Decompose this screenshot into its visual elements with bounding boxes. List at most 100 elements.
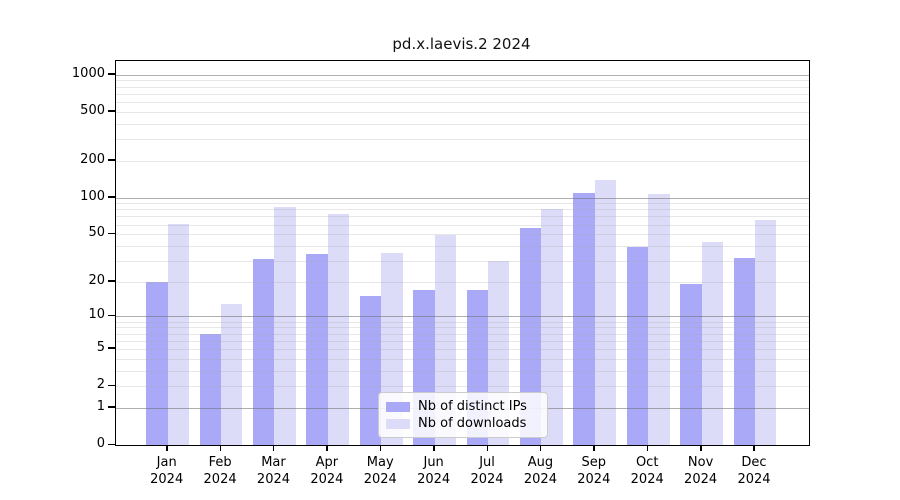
x-tick-year: 2024 [310, 472, 344, 487]
x-tick-mark-apr [326, 445, 328, 451]
x-tick-month: Feb [208, 455, 232, 470]
x-tick-mark-oct [646, 445, 649, 451]
x-tick-year: 2024 [577, 472, 611, 487]
x-tick-label-sep: Sep 2024 [562, 454, 626, 488]
y-tick-label-50: 50 [88, 225, 105, 241]
bar-ips-nov [680, 284, 702, 445]
y-tick-label-2: 2 [96, 377, 105, 393]
x-tick-year: 2024 [684, 472, 718, 487]
x-tick-mark-feb [219, 445, 222, 451]
x-tick-mark-nov [700, 445, 702, 451]
x-tick-label-oct: Oct 2024 [615, 454, 679, 488]
legend-swatch-downloads [386, 418, 410, 429]
y-tick-label-100: 100 [80, 188, 105, 204]
x-tick-month: May [366, 455, 394, 470]
y-tick-mark-5 [108, 347, 115, 349]
y-tick-label-0: 0 [96, 436, 105, 451]
y-tick-mark-500 [108, 110, 115, 112]
y-tick-label-20: 20 [88, 272, 105, 288]
x-tick-month: Dec [741, 455, 767, 470]
y-tick-label-10: 10 [88, 307, 105, 323]
y-tick-mark-0 [108, 443, 115, 445]
bar-ips-may [359, 296, 382, 445]
x-tick-label-jul: Jul 2024 [455, 454, 519, 488]
bars-layer [116, 61, 809, 445]
bar-ips-apr [306, 254, 328, 445]
y-tick-mark-1000 [108, 73, 115, 75]
legend-swatch-distinct-ips [386, 401, 410, 412]
bar-ips-dec [733, 257, 755, 445]
x-tick-year: 2024 [256, 472, 291, 487]
x-tick-year: 2024 [363, 472, 397, 487]
x-tick-label-mar: Mar 2024 [241, 454, 305, 488]
x-tick-mark-mar [272, 445, 275, 451]
x-tick-year: 2024 [417, 472, 451, 487]
bar-downloads-nov [701, 242, 723, 445]
bar-downloads-dec [754, 220, 777, 445]
x-tick-year: 2024 [737, 472, 771, 487]
y-tick-mark-20 [108, 280, 115, 282]
bar-downloads-feb [221, 303, 243, 445]
x-tick-month: Jun [423, 455, 444, 470]
bar-ips-mar [253, 259, 275, 445]
x-tick-month: Jan [156, 455, 177, 470]
bar-ips-feb [199, 333, 222, 445]
x-tick-year: 2024 [203, 472, 237, 487]
y-tick-mark-10 [108, 314, 115, 317]
y-tick-label-5: 5 [96, 339, 105, 355]
y-tick-label-1000: 1000 [71, 65, 105, 81]
x-tick-mark-dec [753, 445, 755, 451]
y-tick-label-1: 1 [96, 398, 105, 414]
x-tick-year: 2024 [523, 472, 557, 487]
bar-downloads-aug [541, 209, 563, 445]
x-tick-year: 2024 [150, 472, 184, 487]
bar-ips-aug [520, 228, 542, 445]
y-tick-mark-100 [108, 196, 115, 198]
y-tick-mark-200 [108, 159, 115, 161]
x-tick-label-feb: Feb 2024 [188, 454, 252, 488]
x-tick-month: Oct [635, 455, 659, 470]
x-tick-mark-sep [593, 445, 595, 451]
x-tick-year: 2024 [630, 472, 664, 487]
legend-label-distinct-ips: Nb of distinct IPs [418, 399, 527, 414]
bar-downloads-mar [274, 207, 296, 445]
bar-downloads-oct [648, 193, 670, 445]
x-tick-year: 2024 [470, 472, 504, 487]
bar-downloads-sep [594, 179, 617, 445]
x-tick-month: Nov [687, 455, 714, 470]
x-tick-label-jan: Jan 2024 [135, 454, 199, 488]
legend: Nb of distinct IPs Nb of downloads [378, 392, 548, 438]
x-tick-mark-may [379, 445, 382, 451]
x-tick-month: Aug [527, 455, 554, 470]
x-tick-label-jun: Jun 2024 [402, 454, 466, 488]
x-tick-label-apr: Apr 2024 [295, 454, 359, 488]
x-tick-mark-jan [166, 445, 168, 451]
bar-ips-oct [626, 247, 649, 445]
y-tick-mark-1 [108, 406, 115, 408]
bar-ips-jan [146, 281, 168, 445]
x-tick-mark-aug [539, 445, 542, 451]
y-tick-mark-50 [108, 232, 115, 235]
bar-ips-sep [573, 192, 595, 445]
x-tick-label-may: May 2024 [348, 454, 412, 488]
legend-label-downloads: Nb of downloads [418, 416, 527, 431]
legend-item-downloads: Nb of downloads [386, 415, 539, 432]
y-tick-mark-2 [108, 384, 115, 387]
x-tick-month: Sep [581, 455, 607, 470]
x-tick-month: Mar [261, 455, 286, 470]
chart-title: pd.x.laevis.2 2024 [392, 35, 531, 53]
x-tick-mark-jul [486, 445, 489, 451]
bar-downloads-apr [327, 214, 350, 445]
x-tick-label-aug: Aug 2024 [508, 454, 572, 488]
y-tick-label-200: 200 [80, 151, 105, 167]
x-tick-month: Jul [479, 455, 495, 470]
x-tick-month: Apr [315, 455, 339, 470]
y-tick-label-500: 500 [80, 102, 105, 118]
x-tick-label-dec: Dec 2024 [722, 454, 786, 488]
x-tick-label-nov: Nov 2024 [669, 454, 733, 488]
plot-area [115, 60, 810, 446]
bar-downloads-jan [167, 223, 190, 445]
legend-item-distinct-ips: Nb of distinct IPs [386, 398, 539, 415]
x-tick-mark-jun [433, 445, 435, 451]
